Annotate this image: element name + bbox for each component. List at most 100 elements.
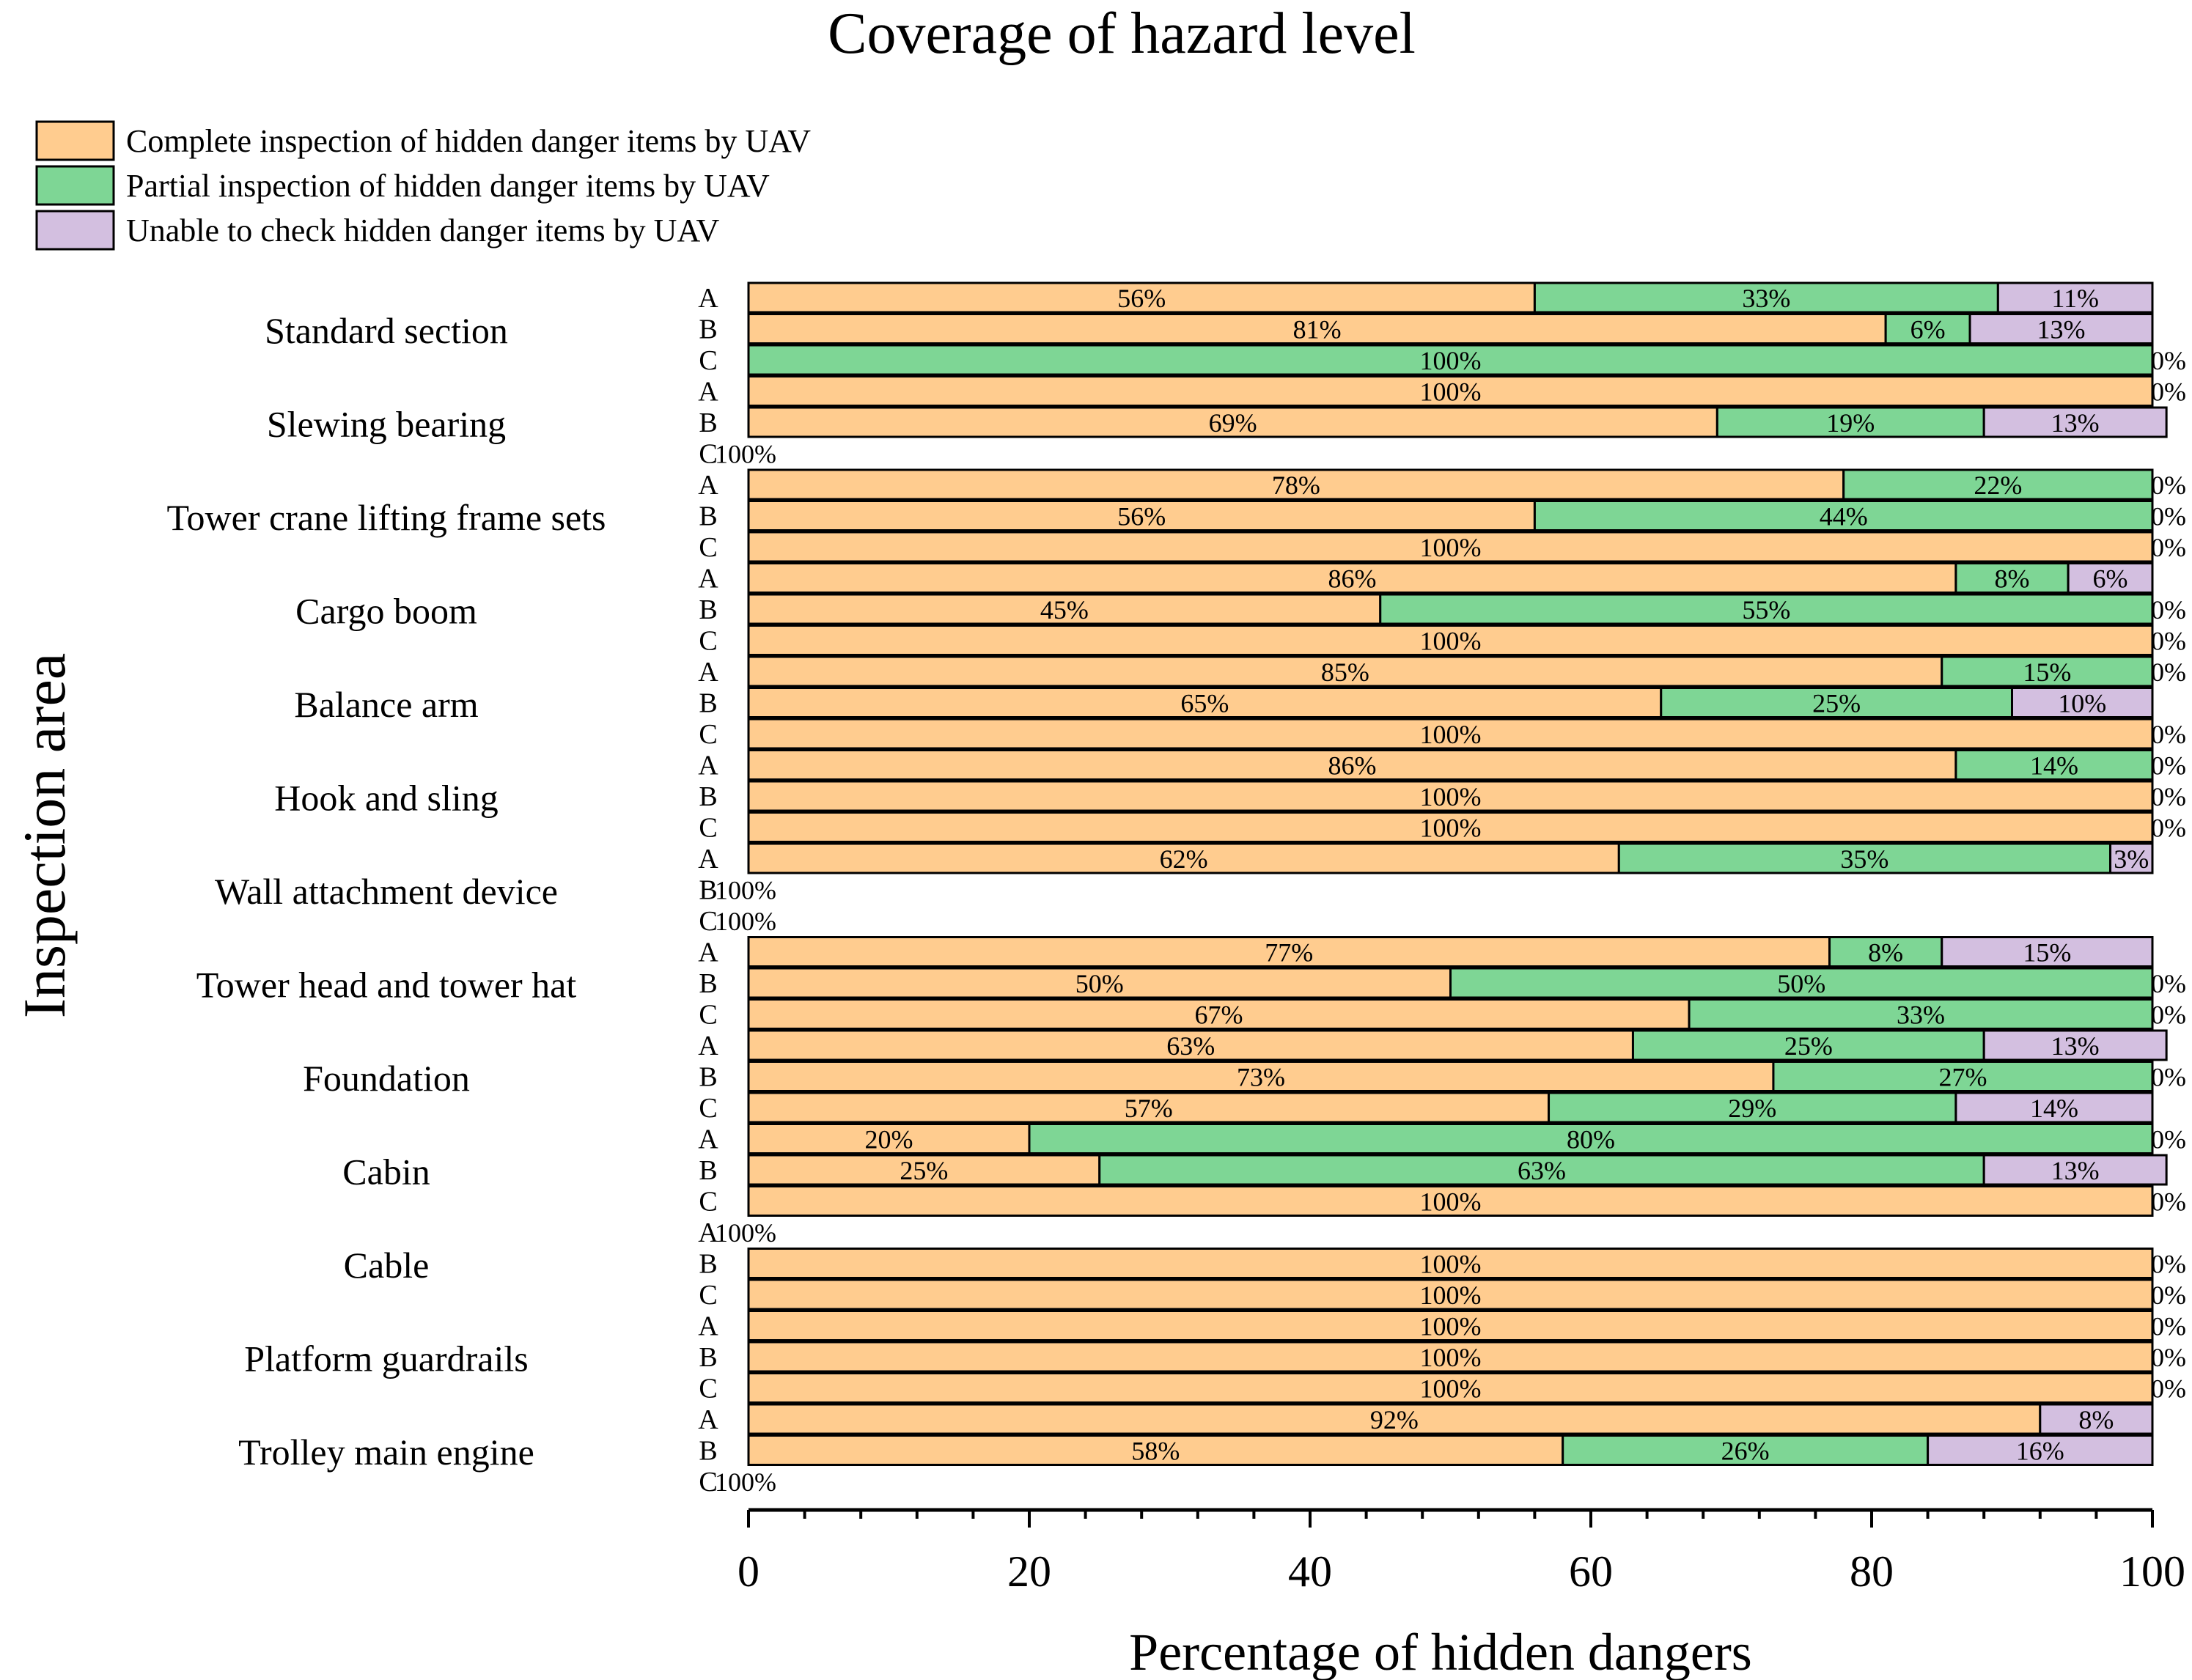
bar-segment-unable <box>1982 1029 2168 1061</box>
region-label: Cabin <box>342 1151 430 1192</box>
legend-swatch-unable <box>35 210 115 251</box>
bar-value-label: 100% <box>1420 1343 1482 1372</box>
level-label: B <box>699 501 717 532</box>
bar-value-label: 33% <box>1742 284 1790 313</box>
bar-value-label: 8% <box>2078 1405 2114 1434</box>
bar-segment-partial <box>1533 281 1999 314</box>
bar-value-label: 0% <box>2151 1281 2186 1310</box>
bar-segment-partial <box>1941 655 2154 688</box>
bar-segment-partial <box>1379 593 2154 625</box>
bar-segment-complete <box>747 1123 1031 1154</box>
bar-value-label: 13% <box>2051 1156 2100 1185</box>
bar-value-label: 0% <box>2151 969 2186 998</box>
bar-segment-partial <box>1884 313 1971 345</box>
region-label: Wall attachment device <box>215 871 558 912</box>
bar-value-label: 85% <box>1321 657 1369 687</box>
bar-value-label: 100% <box>1420 627 1482 656</box>
bar-value-label: 0% <box>2151 1312 2186 1341</box>
level-label: B <box>699 781 717 812</box>
bar-segment-complete <box>747 842 1620 874</box>
bar-value-label: 0% <box>2151 1187 2186 1217</box>
bar-segment-unable <box>2067 562 2154 594</box>
bar-segment-complete <box>747 531 2154 563</box>
chart-title: Coverage of hazard level <box>828 1 1416 66</box>
bar-segment-complete <box>747 655 1943 688</box>
bar-value-label: 15% <box>2023 938 2071 968</box>
bar-value-label: 0% <box>2151 533 2186 562</box>
bar-value-label: 63% <box>1518 1156 1566 1185</box>
bar-segment-partial <box>1715 406 1985 438</box>
level-label: C <box>699 1467 717 1497</box>
bar-value-label: 100% <box>1420 533 1482 562</box>
bar-segment-complete <box>747 1434 1564 1466</box>
level-label: A <box>698 1031 718 1061</box>
bar-value-label: 0% <box>2151 720 2186 749</box>
bar-segment-partial <box>1631 1029 1985 1061</box>
bar-value-label: 100% <box>1420 814 1482 843</box>
level-label: A <box>698 657 718 688</box>
bar-value-label: 73% <box>1237 1063 1285 1092</box>
x-axis-title: Percentage of hidden dangers <box>1129 1623 1752 1680</box>
bar-segment-complete <box>747 1341 2154 1373</box>
legend-label-complete: Complete inspection of hidden danger ite… <box>126 123 811 159</box>
bar-value-label: 0% <box>2151 502 2186 531</box>
level-label: B <box>699 314 717 345</box>
bar-value-label: 100% <box>715 907 776 936</box>
bar-segment-partial <box>1028 1123 2154 1154</box>
bar-value-label: 80% <box>1567 1125 1615 1154</box>
bar-value-label: 8% <box>1868 938 1903 968</box>
bar-value-label: 100% <box>1420 782 1482 811</box>
x-tick-label: 100 <box>2119 1547 2185 1596</box>
level-label: A <box>698 751 718 781</box>
bar-segment-unable <box>1996 281 2154 314</box>
level-label: A <box>698 1217 718 1248</box>
bar-segment-complete <box>747 281 1536 314</box>
level-label: A <box>698 1311 718 1342</box>
bar-value-label: 56% <box>1117 284 1166 313</box>
x-tick-label: 40 <box>1288 1547 1332 1596</box>
bar-segment-complete <box>747 1061 1775 1092</box>
bar-value-label: 27% <box>1938 1063 1987 1092</box>
bar-value-label: 100% <box>715 876 776 905</box>
bar-segment-complete <box>747 375 2154 407</box>
bar-segment-complete <box>747 1278 2154 1311</box>
level-label: C <box>699 1000 717 1031</box>
bar-value-label: 58% <box>1131 1437 1180 1466</box>
level-label: B <box>699 688 717 719</box>
level-label: C <box>699 1093 717 1124</box>
bar-value-label: 100% <box>1420 377 1482 407</box>
level-label: A <box>698 1404 718 1435</box>
level-label: B <box>699 594 717 625</box>
region-label: Trolley main engine <box>238 1432 534 1473</box>
bar-segment-unable <box>2109 842 2154 874</box>
bar-segment-complete <box>747 936 1831 968</box>
bar-value-label: 100% <box>1420 1281 1482 1310</box>
bar-segment-complete <box>747 749 1957 781</box>
level-label: B <box>699 1249 717 1280</box>
bar-value-label: 14% <box>2030 1094 2078 1123</box>
bar-value-label: 69% <box>1209 408 1257 438</box>
bar-value-label: 0% <box>2151 595 2186 625</box>
bar-value-label: 6% <box>2093 564 2128 594</box>
bar-value-label: 25% <box>1812 689 1861 718</box>
level-label: A <box>698 283 718 314</box>
bar-value-label: 0% <box>2151 657 2186 687</box>
bar-value-label: 67% <box>1195 1001 1243 1030</box>
region-labels: Standard section Slewing bearing Tower cra… <box>166 310 606 1473</box>
bar-segment-partial <box>1533 500 2154 531</box>
bar-value-label: 0% <box>2151 1001 2186 1030</box>
region-label: Standard section <box>265 310 508 351</box>
bar-value-label: 13% <box>2051 1031 2100 1061</box>
bar-value-label: 55% <box>1742 595 1790 625</box>
level-label: C <box>699 532 717 563</box>
bar-value-label: 86% <box>1328 751 1376 781</box>
bar-segment-partial <box>1954 562 2070 594</box>
bar-value-label: 10% <box>2058 689 2106 718</box>
bar-value-label: 15% <box>2023 657 2071 687</box>
bar-value-label: 100% <box>715 1218 776 1248</box>
level-label: A <box>698 844 718 874</box>
bar-value-label: 50% <box>1777 969 1825 998</box>
bar-value-label: 100% <box>1420 720 1482 749</box>
bar-value-label: 100% <box>1420 346 1482 375</box>
